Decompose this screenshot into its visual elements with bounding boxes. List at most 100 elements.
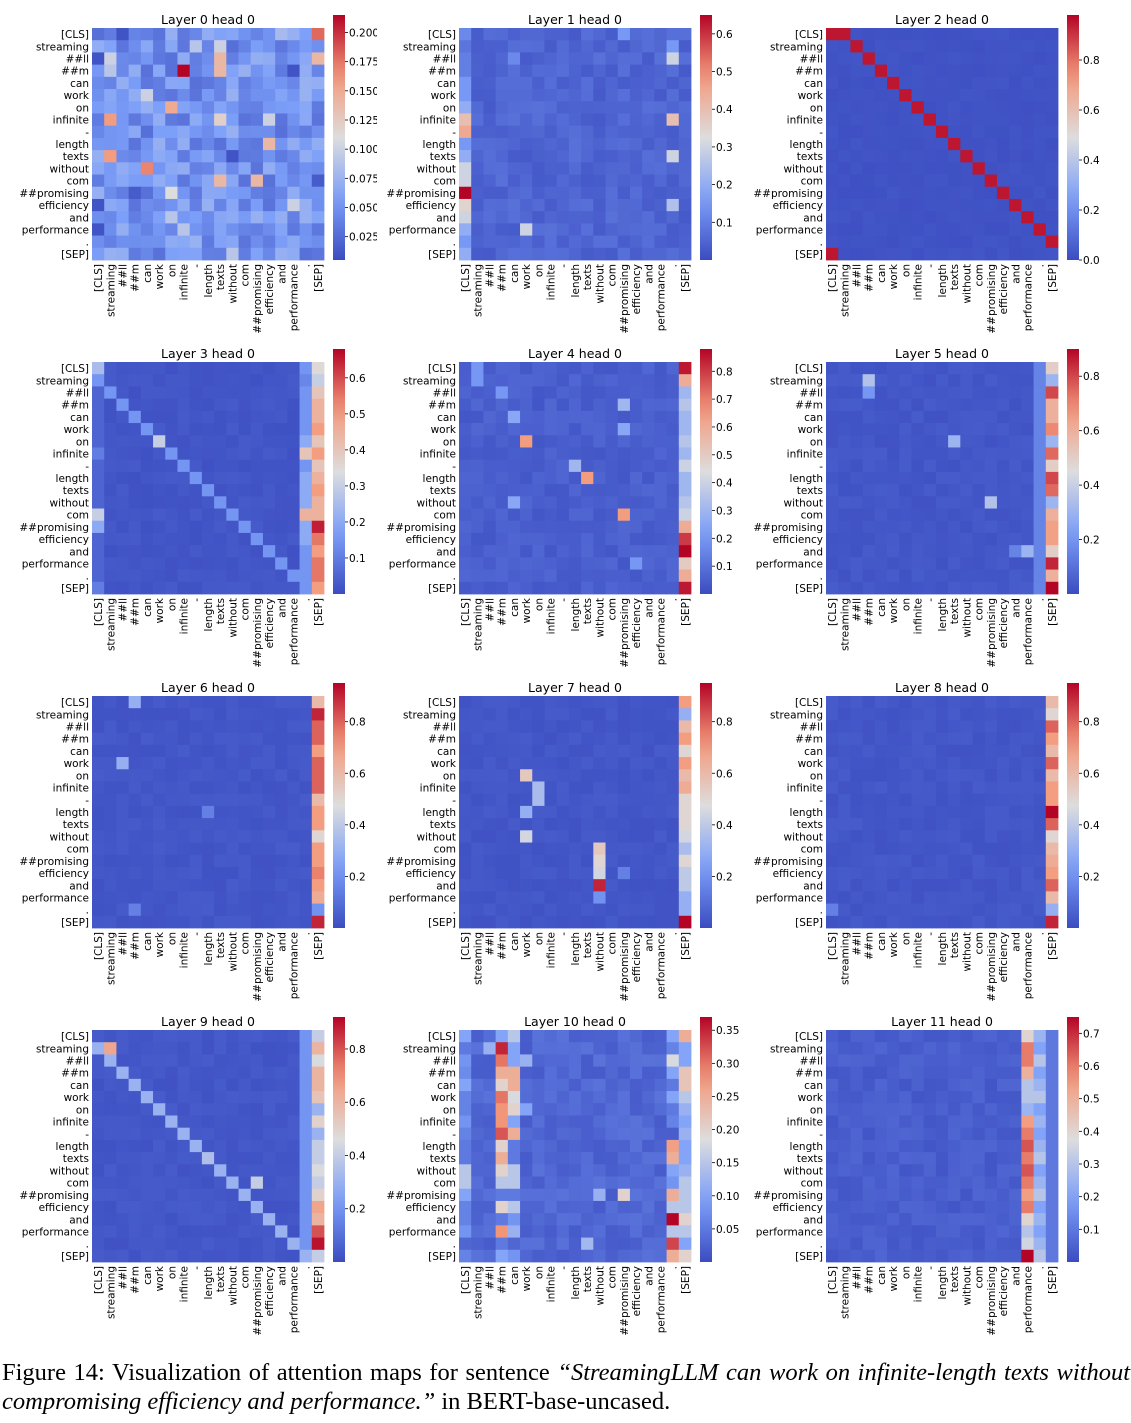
- heatmap-cell: [140, 854, 154, 868]
- heatmap-cell: [996, 1176, 1010, 1190]
- heatmap-cell: [911, 64, 925, 78]
- heatmap-cell: [189, 744, 203, 758]
- heatmap-cell: [948, 496, 961, 509]
- heatmap-cell: [1021, 150, 1034, 163]
- heatmap-cell: [214, 915, 227, 929]
- heatmap-cell: [556, 247, 570, 261]
- heatmap-cell: [850, 1103, 864, 1116]
- heatmap-cell: [617, 362, 631, 375]
- x-tick-label: .: [668, 1266, 680, 1269]
- heatmap-cell: [568, 223, 582, 236]
- heatmap-cell: [544, 398, 558, 412]
- heatmap-cell: [838, 101, 851, 114]
- heatmap-cell: [899, 423, 912, 436]
- heatmap-cell: [593, 1042, 606, 1055]
- heatmap-cell: [532, 581, 545, 595]
- heatmap-cell: [593, 915, 606, 929]
- heatmap-cell: [935, 484, 949, 497]
- heatmap-cell: [128, 520, 142, 534]
- heatmap-cell: [544, 1139, 558, 1153]
- heatmap-cell: [140, 40, 154, 53]
- heatmap-cell: [116, 423, 130, 436]
- heatmap-title: Layer 0 head 0: [161, 12, 255, 27]
- heatmap-cell: [862, 545, 876, 558]
- heatmap-cell: [887, 744, 900, 758]
- heatmap-cell: [92, 557, 105, 570]
- heatmap-cell: [984, 398, 998, 412]
- heatmap-cell: [899, 708, 912, 721]
- heatmap-cell: [238, 423, 252, 436]
- heatmap-cell: [153, 769, 166, 782]
- heatmap-cell: [629, 398, 643, 412]
- heatmap-cell: [226, 818, 239, 831]
- x-tick-label: ##ll: [852, 1266, 864, 1289]
- heatmap-cell: [262, 757, 276, 770]
- heatmap-cell: [850, 879, 864, 892]
- x-tick-label: -: [925, 264, 937, 268]
- heatmap-cell: [826, 581, 839, 595]
- heatmap-cell: [495, 410, 509, 424]
- heatmap-cell: [471, 101, 484, 114]
- heatmap-cell: [495, 1176, 509, 1190]
- y-tick-label: com: [434, 1178, 456, 1190]
- colorbar: [333, 1017, 345, 1262]
- heatmap-cell: [275, 423, 288, 436]
- heatmap-cell: [238, 235, 252, 249]
- heatmap-cell: [960, 471, 973, 485]
- heatmap-cell: [1021, 137, 1034, 151]
- x-tick-label: without: [961, 932, 973, 971]
- heatmap-cell: [544, 374, 558, 387]
- heatmap-cell: [899, 818, 912, 831]
- heatmap-cell: [862, 410, 876, 424]
- heatmap-cell: [556, 150, 570, 163]
- heatmap-cell: [92, 423, 105, 436]
- heatmap-cell: [250, 696, 264, 709]
- x-tick-label: ##m: [864, 932, 876, 960]
- heatmap-cell: [495, 903, 509, 917]
- heatmap-cell: [960, 398, 973, 412]
- heatmap-cell: [617, 113, 631, 127]
- heatmap-cell: [459, 891, 472, 904]
- heatmap-cell: [996, 1164, 1010, 1177]
- heatmap-cell: [935, 1103, 949, 1116]
- heatmap-cell: [189, 211, 203, 224]
- x-tick-label: [SEP]: [680, 598, 692, 626]
- heatmap-cell: [507, 769, 521, 782]
- x-tick-label: without: [961, 598, 973, 637]
- heatmap-cell: [140, 174, 154, 188]
- heatmap-cell: [201, 447, 215, 461]
- heatmap-cell: [165, 879, 178, 892]
- heatmap-cell: [1045, 211, 1059, 224]
- heatmap-cell: [92, 1078, 105, 1092]
- heatmap-cell: [226, 1103, 239, 1116]
- heatmap-cell: [177, 1042, 191, 1055]
- heatmap-cell: [593, 1103, 606, 1116]
- heatmap-cell: [654, 708, 667, 721]
- heatmap-cell: [984, 744, 998, 758]
- heatmap-cell: [189, 854, 203, 868]
- heatmap-cell: [250, 162, 264, 175]
- heatmap-cell: [250, 1139, 264, 1153]
- heatmap-cell: [838, 732, 851, 746]
- heatmap-cell: [556, 569, 570, 583]
- heatmap-cell: [862, 211, 876, 224]
- heatmap-cell: [887, 879, 900, 892]
- heatmap-cell: [459, 40, 472, 53]
- x-tick-label: [CLS]: [460, 1266, 472, 1294]
- colorbar-tick-label: 0.8: [349, 1044, 366, 1056]
- heatmap-cell: [287, 732, 300, 746]
- heatmap-cell: [189, 76, 203, 90]
- heatmap-cell: [201, 903, 215, 917]
- heatmap-cell: [826, 1115, 839, 1129]
- heatmap-cell: [250, 854, 264, 868]
- heatmap-cell: [654, 1103, 667, 1116]
- heatmap-cell: [544, 805, 558, 819]
- heatmap-cell: [275, 447, 288, 461]
- heatmap-cell: [568, 235, 582, 249]
- heatmap-cell: [826, 793, 839, 807]
- heatmap-cell: [874, 915, 888, 929]
- heatmap-cell: [201, 1164, 215, 1177]
- heatmap-cell: [605, 1188, 619, 1202]
- heatmap-cell: [617, 1091, 631, 1104]
- heatmap-cell: [593, 150, 606, 163]
